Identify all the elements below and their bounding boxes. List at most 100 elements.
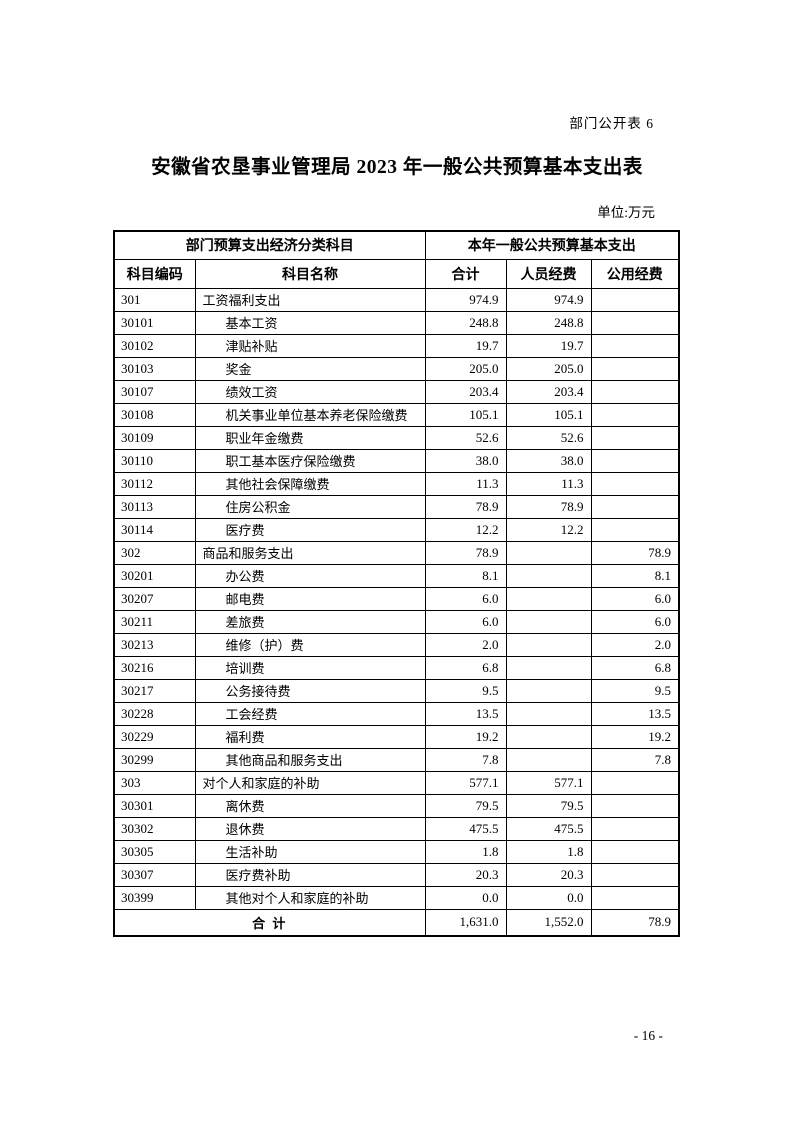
cell-name: 医疗费补助: [194, 862, 426, 887]
cell-code: 30207: [113, 586, 196, 611]
cell-total: 248.8: [424, 310, 507, 335]
cell-name: 维修（护）费: [194, 632, 426, 657]
table-row: 30110 职工基本医疗保险缴费 38.0 38.0: [113, 448, 680, 473]
cell-personnel: 1.8: [505, 839, 592, 864]
cell-code: 30101: [113, 310, 196, 335]
doc-public-table-label: 部门公开表 6: [569, 116, 654, 131]
cell-public: 78.9: [590, 540, 680, 565]
cell-code: 303: [113, 770, 196, 795]
cell-public: 6.0: [590, 586, 680, 611]
table-row: 30114 医疗费 12.2 12.2: [113, 517, 680, 542]
cell-total: 11.3: [424, 471, 507, 496]
table-row: 30201 办公费 8.1 8.1: [113, 563, 680, 588]
cell-personnel: 12.2: [505, 517, 592, 542]
cell-total: 9.5: [424, 678, 507, 703]
cell-personnel: [505, 540, 592, 565]
table-row: 30112 其他社会保障缴费 11.3 11.3: [113, 471, 680, 496]
cell-code: 30103: [113, 356, 196, 381]
cell-public: [590, 793, 680, 818]
cell-personnel: 78.9: [505, 494, 592, 519]
cell-personnel: [505, 632, 592, 657]
page-number: - 16 -: [633, 1028, 663, 1043]
cell-public: [590, 448, 680, 473]
cell-personnel: [505, 586, 592, 611]
table-row: 30207 邮电费 6.0 6.0: [113, 586, 680, 611]
cell-personnel: [505, 678, 592, 703]
cell-code: 30299: [113, 747, 196, 772]
cell-total: 8.1: [424, 563, 507, 588]
table-total-row: 合 计 1,631.0 1,552.0 78.9: [113, 908, 680, 937]
cell-public: [590, 862, 680, 887]
cell-code: 30307: [113, 862, 196, 887]
cell-total: 2.0: [424, 632, 507, 657]
table-row: 30109 职业年金缴费 52.6 52.6: [113, 425, 680, 450]
table-row: 30305 生活补助 1.8 1.8: [113, 839, 680, 864]
table-column-header-row: 科目编码 科目名称 合计 人员经费 公用经费: [113, 258, 680, 289]
table-row: 30307 医疗费补助 20.3 20.3: [113, 862, 680, 887]
cell-total: 7.8: [424, 747, 507, 772]
cell-name: 绩效工资: [194, 379, 426, 404]
cell-total: 20.3: [424, 862, 507, 887]
cell-public: [590, 287, 680, 312]
cell-code: 30211: [113, 609, 196, 634]
cell-total: 0.0: [424, 885, 507, 910]
cell-public: [590, 494, 680, 519]
cell-public: 13.5: [590, 701, 680, 726]
cell-name: 生活补助: [194, 839, 426, 864]
cell-name: 其他对个人和家庭的补助: [194, 885, 426, 910]
cell-code: 30107: [113, 379, 196, 404]
cell-name: 退休费: [194, 816, 426, 841]
cell-name: 办公费: [194, 563, 426, 588]
cell-total: 12.2: [424, 517, 507, 542]
cell-code: 30399: [113, 885, 196, 910]
cell-total: 78.9: [424, 540, 507, 565]
table-row: 302 商品和服务支出 78.9 78.9: [113, 540, 680, 565]
cell-total: 6.0: [424, 609, 507, 634]
page-title: 安徽省农垦事业管理局 2023 年一般公共预算基本支出表: [151, 157, 643, 178]
cell-name: 工资福利支出: [194, 287, 426, 312]
cell-public: [590, 379, 680, 404]
col-header-name: 科目名称: [194, 258, 426, 289]
cell-public: 2.0: [590, 632, 680, 657]
cell-code: 30301: [113, 793, 196, 818]
cell-personnel: 79.5: [505, 793, 592, 818]
cell-total: 79.5: [424, 793, 507, 818]
table-row: 301 工资福利支出 974.9 974.9: [113, 287, 680, 312]
cell-total: 38.0: [424, 448, 507, 473]
cell-code: 301: [113, 287, 196, 312]
table-row: 30228 工会经费 13.5 13.5: [113, 701, 680, 726]
total-personnel: 1,552.0: [505, 908, 592, 937]
cell-code: 30109: [113, 425, 196, 450]
cell-name: 基本工资: [194, 310, 426, 335]
cell-total: 1.8: [424, 839, 507, 864]
cell-name: 公务接待费: [194, 678, 426, 703]
cell-public: [590, 471, 680, 496]
table-row: 303 对个人和家庭的补助 577.1 577.1: [113, 770, 680, 795]
cell-total: 19.2: [424, 724, 507, 749]
col-header-code: 科目编码: [113, 258, 196, 289]
table-row: 30213 维修（护）费 2.0 2.0: [113, 632, 680, 657]
cell-name: 职业年金缴费: [194, 425, 426, 450]
table-row: 30399 其他对个人和家庭的补助 0.0 0.0: [113, 885, 680, 910]
table-row: 30302 退休费 475.5 475.5: [113, 816, 680, 841]
table-row: 30229 福利费 19.2 19.2: [113, 724, 680, 749]
cell-name: 邮电费: [194, 586, 426, 611]
cell-personnel: 38.0: [505, 448, 592, 473]
cell-name: 其他社会保障缴费: [194, 471, 426, 496]
cell-code: 30102: [113, 333, 196, 358]
cell-name: 职工基本医疗保险缴费: [194, 448, 426, 473]
cell-personnel: 105.1: [505, 402, 592, 427]
cell-name: 福利费: [194, 724, 426, 749]
cell-personnel: [505, 563, 592, 588]
cell-personnel: [505, 701, 592, 726]
cell-code: 30216: [113, 655, 196, 680]
cell-public: 9.5: [590, 678, 680, 703]
table-row: 30217 公务接待费 9.5 9.5: [113, 678, 680, 703]
cell-public: [590, 816, 680, 841]
cell-code: 30213: [113, 632, 196, 657]
total-label: 合 计: [113, 908, 426, 937]
cell-public: [590, 425, 680, 450]
cell-personnel: [505, 747, 592, 772]
table-header-group-row: 部门预算支出经济分类科目 本年一般公共预算基本支出: [113, 230, 680, 260]
